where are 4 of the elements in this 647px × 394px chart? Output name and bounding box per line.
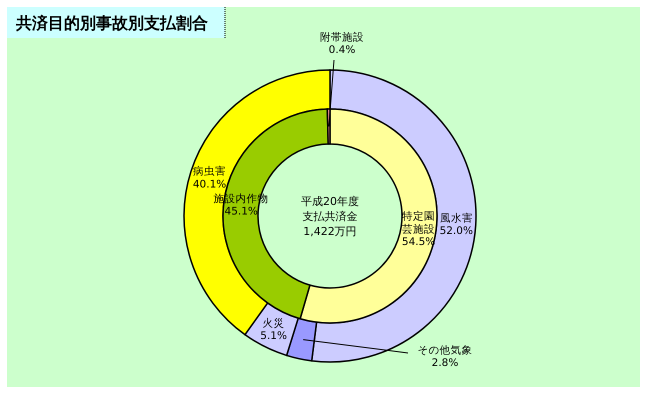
annotation: 支払共済金	[302, 210, 358, 223]
annotation: 1,422万円	[303, 224, 357, 238]
title: 共済目的別事故別支払割合	[16, 14, 208, 33]
annotation: 平成20年度	[301, 194, 359, 208]
